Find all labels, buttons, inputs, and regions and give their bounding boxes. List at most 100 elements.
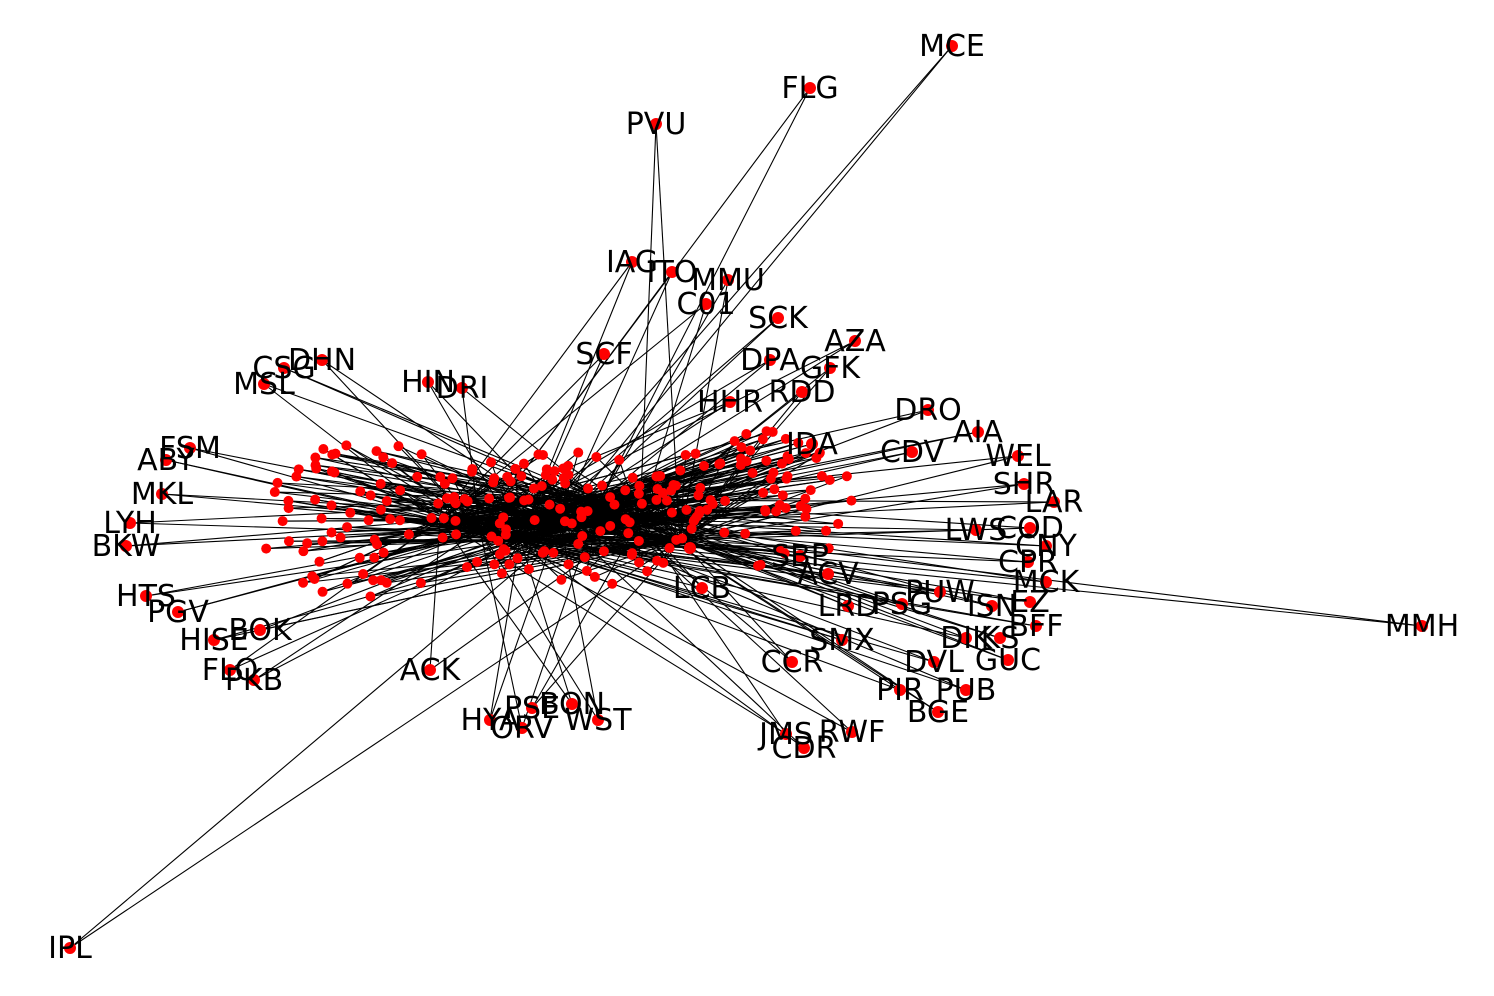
graph-node <box>354 552 365 563</box>
graph-node <box>623 528 634 539</box>
node-label-lyh: LYH <box>103 506 157 541</box>
graph-node-c01 <box>700 298 712 310</box>
graph-node <box>793 437 804 448</box>
graph-edge <box>125 519 441 547</box>
graph-node <box>369 552 380 563</box>
graph-edges <box>69 45 1423 949</box>
node-label-ack: ACK <box>400 653 462 688</box>
node-label-lar: LAR <box>1025 485 1084 520</box>
graph-node-psg <box>896 598 908 610</box>
graph-edge <box>559 271 673 521</box>
graph-edge <box>679 539 1009 661</box>
node-label-dik: DIK <box>940 621 993 656</box>
node-label-lrd: LRD <box>818 589 879 624</box>
node-label-psg: PSG <box>872 587 932 622</box>
graph-node <box>620 485 631 496</box>
graph-node <box>365 490 376 501</box>
graph-edge <box>479 438 764 531</box>
graph-node <box>624 517 635 528</box>
graph-edge <box>177 529 481 613</box>
graph-node <box>272 477 283 488</box>
graph-edge <box>439 261 633 521</box>
node-label-jms: JMS <box>757 717 813 752</box>
graph-node <box>634 557 645 568</box>
node-label-flo: FLO <box>202 653 259 688</box>
graph-node-dri <box>456 382 468 394</box>
graph-node-mmu <box>722 274 734 286</box>
graph-edge <box>69 539 681 949</box>
node-label-lcb: LCB <box>673 571 731 606</box>
graph-edge <box>439 303 707 521</box>
node-label-msl: MSL <box>233 367 295 402</box>
node-label-mce: MCE <box>919 29 985 64</box>
graph-node <box>747 467 758 478</box>
graph-node <box>484 493 495 504</box>
graph-node <box>291 471 302 482</box>
graph-node-flo <box>224 664 236 676</box>
graph-node-rdd <box>796 386 808 398</box>
graph-node <box>801 503 812 514</box>
graph-edge <box>479 465 705 531</box>
graph-edge <box>479 529 523 729</box>
graph-node <box>450 515 461 526</box>
graph-node-lyh <box>124 517 136 529</box>
graph-node <box>345 507 356 518</box>
node-label-dvl: DVL <box>904 645 964 680</box>
node-label-pkb: PKB <box>225 663 283 698</box>
graph-node <box>719 527 730 538</box>
graph-node <box>774 545 785 556</box>
node-label-ipl: IPL <box>48 931 92 966</box>
graph-node <box>614 454 625 465</box>
graph-edge <box>312 539 681 577</box>
graph-node <box>664 543 675 554</box>
graph-node <box>686 523 697 534</box>
node-label-iag: IAG <box>606 245 658 280</box>
graph-node <box>505 476 516 487</box>
graph-node <box>310 460 321 471</box>
graph-edge <box>679 483 1025 541</box>
node-label-c01: C01 <box>676 287 735 322</box>
node-label-shr: SHR <box>993 467 1055 502</box>
node-label-aia: AIA <box>953 415 1003 450</box>
graph-edge <box>519 539 967 691</box>
graph-node <box>693 490 704 501</box>
graph-node <box>326 500 337 511</box>
graph-node-hise <box>208 634 220 646</box>
graph-node-bff <box>1030 620 1042 632</box>
graph-nodes <box>64 40 1428 954</box>
graph-node <box>651 471 662 482</box>
graph-edge <box>145 539 521 597</box>
graph-node-bok <box>254 624 266 636</box>
graph-node <box>741 456 752 467</box>
graph-node-guc <box>1002 654 1014 666</box>
graph-node-dro <box>922 404 934 416</box>
graph-node-cod <box>1024 522 1036 534</box>
graph-node-bkw <box>120 540 132 552</box>
node-label-ez: EZ <box>1010 585 1050 620</box>
graph-node <box>714 459 725 470</box>
graph-node <box>381 496 392 507</box>
node-label-pgv: PGV <box>147 595 209 630</box>
graph-node <box>394 515 405 526</box>
graph-node <box>814 447 825 458</box>
graph-node-bon <box>566 698 578 710</box>
node-label-smx: SMX <box>809 623 874 658</box>
graph-edge <box>69 499 601 949</box>
graph-node <box>573 538 584 549</box>
graph-node-jms <box>780 728 792 740</box>
graph-node <box>459 494 470 505</box>
node-label-sck: SCK <box>748 301 809 336</box>
graph-node <box>577 531 588 542</box>
graph-node <box>566 518 577 529</box>
graph-edge <box>321 359 561 521</box>
graph-node <box>501 524 512 535</box>
graph-node <box>581 565 592 576</box>
graph-node <box>393 441 404 452</box>
graph-node <box>529 515 540 526</box>
node-label-bok: BOK <box>228 613 293 648</box>
graph-node <box>768 467 779 478</box>
graph-node-iag <box>626 256 638 268</box>
node-label-fsm: FSM <box>159 431 221 466</box>
graph-edge <box>639 303 707 521</box>
